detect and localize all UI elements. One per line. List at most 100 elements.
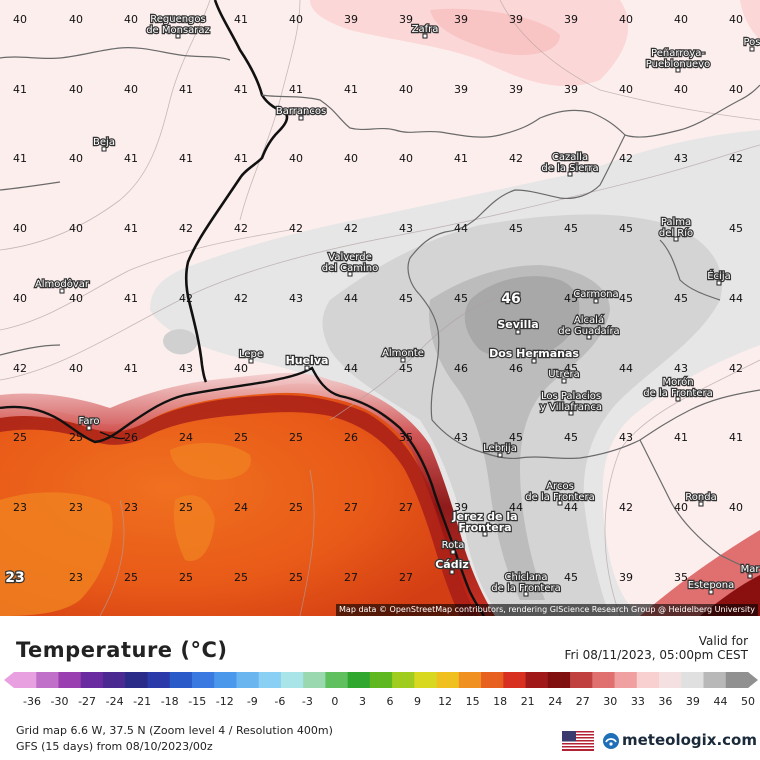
temperature-value: 41 <box>454 152 468 165</box>
temperature-value: 39 <box>399 13 413 26</box>
meteologix-brand[interactable]: meteologix.com <box>622 731 757 749</box>
scale-swatch <box>147 672 171 688</box>
temperature-value: 40 <box>124 83 138 96</box>
temperature-value: 41 <box>234 152 248 165</box>
city-label[interactable]: Estepona <box>687 579 735 595</box>
city-label[interactable]: Almodôvar <box>34 277 91 294</box>
city-name: Carmona <box>573 289 618 300</box>
city-label[interactable]: Barrancos <box>275 105 327 121</box>
city-label[interactable]: Dos Hermanas <box>488 346 581 364</box>
temperature-value: 41 <box>344 83 358 96</box>
temperature-value: 39 <box>564 83 578 96</box>
scale-swatch <box>214 672 237 688</box>
temperature-value: 45 <box>509 431 523 444</box>
city-name: Utrera <box>548 369 580 380</box>
temperature-value: 41 <box>234 83 248 96</box>
scale-swatch <box>570 672 593 688</box>
temperature-value: 24 <box>234 501 248 514</box>
city-label[interactable]: Peñarroya-Pueblonuevo <box>645 47 711 73</box>
temperature-value: 27 <box>399 501 413 514</box>
temperature-value: 40 <box>619 13 633 26</box>
city-name: Alcalá <box>574 314 604 326</box>
scale-tick-label: 21 <box>520 695 535 708</box>
valid-time: Fri 08/11/2023, 05:00pm CEST <box>564 648 748 662</box>
temperature-value: 45 <box>564 362 578 375</box>
city-name-line2: Pueblonuevo <box>646 59 710 70</box>
city-label[interactable]: Mar <box>739 563 760 579</box>
city-name-line2: de Monsaraz <box>146 25 210 36</box>
city-marker <box>673 236 679 242</box>
temperature-value: 25 <box>234 571 248 584</box>
extreme-temperature-value: 46 <box>501 291 520 307</box>
temperature-value: 41 <box>674 431 688 444</box>
city-label[interactable]: Rota <box>440 539 466 555</box>
temperature-value: 35 <box>399 431 413 444</box>
city-label[interactable]: Pos <box>742 36 760 52</box>
temperature-value: 45 <box>729 222 743 235</box>
map-canvas[interactable]: 40 40 40 41 40 39 39 39 39 39 40 40 40 41 40 40 41 41 41 41… <box>0 0 760 616</box>
city-name-line2: y Villafranca <box>540 402 602 413</box>
scale-tick-label: 15 <box>465 695 480 708</box>
temperature-value: 25 <box>179 571 193 584</box>
temperature-value: 40 <box>13 13 27 26</box>
city-name-line2: Frontera <box>458 521 511 534</box>
scale-arrow-left <box>4 672 14 688</box>
city-label[interactable]: Ronda <box>684 491 718 507</box>
temperature-map[interactable]: 40 40 40 41 40 39 39 39 39 39 40 40 40 41 40 40 41 41 41 41… <box>0 0 760 616</box>
city-marker <box>675 396 681 402</box>
city-label[interactable]: Utrera <box>547 368 581 384</box>
city-label[interactable]: Zafra <box>410 23 440 39</box>
scale-tick-label: -36 <box>23 695 41 708</box>
temperature-value: 25 <box>289 501 303 514</box>
city-label[interactable]: Beja <box>92 136 116 152</box>
temperature-value: 40 <box>69 222 83 235</box>
city-label[interactable]: Lepe <box>238 348 264 364</box>
temperature-value: 42 <box>509 152 523 165</box>
temperature-value: 45 <box>399 292 413 305</box>
scale-tick-label: -9 <box>246 695 258 708</box>
city-label[interactable]: Faro <box>77 415 101 431</box>
city-marker <box>698 501 704 507</box>
scale-swatch <box>725 672 749 688</box>
city-name: Zafra <box>412 24 439 35</box>
temperature-value: 26 <box>124 431 138 444</box>
us-flag-icon[interactable] <box>562 731 594 751</box>
temperature-value: 41 <box>124 222 138 235</box>
temperature-value: 27 <box>399 571 413 584</box>
scale-swatch <box>681 672 705 688</box>
city-label[interactable]: Almonte <box>381 347 425 363</box>
temperature-value: 44 <box>509 501 523 514</box>
city-name: Chiclana <box>505 572 548 583</box>
city-name: Valverde <box>328 252 371 263</box>
temperature-value: 25 <box>124 571 138 584</box>
temperature-value: 45 <box>619 222 633 235</box>
scale-swatch <box>481 672 504 688</box>
temperature-value: 43 <box>674 362 688 375</box>
city-label[interactable]: Lebrija <box>482 442 518 458</box>
city-label[interactable]: Écija <box>706 268 732 286</box>
temperature-value: 39 <box>564 13 578 26</box>
scale-tick-label: 0 <box>331 695 339 708</box>
city-label[interactable]: Sevilla <box>496 317 540 335</box>
city-label[interactable]: Carmona <box>572 288 620 304</box>
scale-swatch <box>14 672 37 688</box>
map-attribution[interactable]: Map data © OpenStreetMap contributors, r… <box>336 604 758 616</box>
temperature-value: 44 <box>619 362 633 375</box>
city-label[interactable]: Huelva <box>284 353 330 371</box>
scale-tick-label: 30 <box>603 695 618 708</box>
temperature-value: 23 <box>69 571 83 584</box>
scale-tick-label: -27 <box>78 695 97 708</box>
city-name: Lepe <box>239 349 263 360</box>
city-label[interactable]: Cádiz <box>434 557 470 575</box>
scale-tick-label: -30 <box>50 695 69 708</box>
